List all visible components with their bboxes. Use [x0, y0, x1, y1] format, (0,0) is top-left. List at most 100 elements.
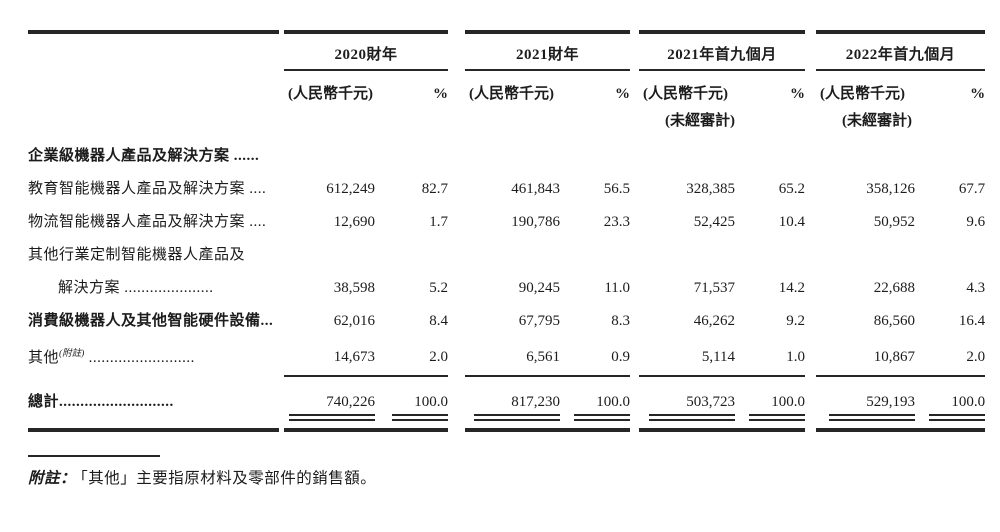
amount-cell: 6,561 — [465, 335, 561, 377]
row-label: 物流智能機器人產品及解決方案 .... — [28, 214, 267, 230]
currency-unit-label: (人民幣千元) — [469, 86, 555, 102]
percent-cell — [375, 236, 448, 269]
amount-cell: 461,843 — [511, 181, 561, 197]
amount-cell: 62,016 — [333, 313, 375, 329]
currency-unit-label: (人民幣千元) — [820, 86, 906, 102]
percent-cell — [915, 236, 985, 269]
units-header-9m2021: (人民幣千元) % — [639, 70, 805, 106]
percent-cell — [735, 236, 805, 269]
column-gap — [805, 32, 816, 70]
percent-cell: 4.3 — [966, 280, 986, 296]
total-percent-cell: 100.0 — [375, 376, 449, 432]
currency-unit-label: (人民幣千元) — [288, 86, 373, 102]
footnote-text: 附註： 「其他」主要指原材料及零部件的銷售額。 — [28, 466, 1000, 488]
percent-cell: 1.7 — [429, 214, 449, 230]
amount-cell: 86,560 — [873, 313, 916, 329]
percent-header: % — [615, 86, 631, 102]
percent-header: % — [433, 86, 449, 102]
row-label: 其他(附註) ......................... — [28, 335, 279, 376]
table-row-consumer: 消費級機器人及其他智能硬件設備... 62,016 8.4 67,795 8.3… — [28, 302, 985, 335]
amount-cell: 5,114 — [639, 335, 736, 377]
table-row-total: 總計........................... 740,226 10… — [28, 376, 986, 432]
unaudited-header-row: (未經審計) (未經審計) — [28, 106, 985, 133]
label-column-header — [28, 70, 279, 106]
percent-cell: 9.2 — [786, 313, 806, 329]
table-row-custom-line2: 解決方案 ..................... 38,598 5.2 90… — [28, 269, 985, 302]
table-row-logistics: 物流智能機器人產品及解決方案 .... 12,690 1.7 190,786 2… — [28, 203, 985, 236]
amount-cell: 22,688 — [873, 280, 916, 296]
amount-cell: 358,126 — [866, 181, 916, 197]
percent-header: % — [790, 86, 806, 102]
amount-cell: 67,795 — [518, 313, 561, 329]
percent-cell: 8.3 — [611, 313, 631, 329]
total-percent-cell: 100.0 — [560, 376, 631, 432]
percent-cell: 2.0 — [375, 335, 449, 377]
row-label: 解決方案 ..................... — [58, 280, 214, 296]
percent-cell: 11.0 — [604, 280, 631, 296]
table-row-enterprise-section: 企業級機器人產品及解決方案 ...... — [28, 133, 985, 170]
amount-cell: 46,262 — [693, 313, 736, 329]
amount-cell — [465, 133, 560, 170]
amount-cell — [639, 236, 735, 269]
percent-cell: 1.0 — [735, 335, 806, 377]
percent-cell: 67.7 — [958, 181, 986, 197]
amount-cell: 71,537 — [693, 280, 736, 296]
percent-cell: 5.2 — [429, 280, 449, 296]
percent-cell: 56.5 — [603, 181, 631, 197]
footnote-marker: (附註) — [59, 349, 85, 359]
total-amount-cell: 817,230 — [465, 376, 561, 432]
amount-cell — [816, 133, 915, 170]
percent-cell: 2.0 — [915, 335, 986, 377]
percent-cell — [375, 133, 448, 170]
percent-cell: 8.4 — [429, 313, 449, 329]
units-header-row: (人民幣千元) % (人民幣千元) % (人民幣千元) % (人民幣千元) % — [28, 70, 985, 106]
row-label: 其他行業定制智能機器人產品及 — [28, 247, 246, 263]
currency-unit-label: (人民幣千元) — [643, 86, 729, 102]
row-label: 教育智能機器人產品及解決方案 .... — [28, 181, 267, 197]
amount-cell: 50,952 — [873, 214, 916, 230]
percent-cell: 10.4 — [778, 214, 806, 230]
percent-header: % — [970, 86, 986, 102]
amount-cell — [465, 236, 560, 269]
total-label: 總計........................... — [28, 376, 279, 432]
percent-cell — [560, 236, 630, 269]
period-header-fy2021: 2021財年 — [465, 30, 631, 71]
table-row-others: 其他(附註) ......................... 14,673 … — [28, 335, 986, 377]
percent-cell — [915, 133, 985, 170]
units-header-fy2021: (人民幣千元) % — [465, 70, 630, 106]
dot-leader: ......................... — [84, 350, 195, 366]
percent-cell: 0.9 — [560, 335, 631, 377]
total-amount-cell: 529,193 — [816, 376, 916, 432]
unaudited-label: (未經審計) — [665, 113, 736, 129]
label-column-corner — [28, 30, 279, 70]
row-label: 消費級機器人及其他智能硬件設備... — [28, 313, 274, 329]
table-row-custom-line1: 其他行業定制智能機器人產品及 — [28, 236, 985, 269]
column-gap — [448, 32, 465, 70]
amount-cell — [816, 236, 915, 269]
footnote: 附註： 「其他」主要指原材料及零部件的銷售額。 — [28, 455, 1000, 488]
column-gap — [630, 32, 639, 70]
unaudited-label — [284, 106, 448, 133]
amount-cell: 10,867 — [816, 335, 916, 377]
percent-cell: 82.7 — [421, 181, 449, 197]
amount-cell: 612,249 — [326, 181, 375, 197]
amount-cell: 328,385 — [686, 181, 736, 197]
amount-cell — [284, 236, 375, 269]
amount-cell — [284, 133, 375, 170]
footnote-label: 附註： — [28, 470, 77, 487]
total-amount-cell: 740,226 — [284, 376, 375, 432]
percent-cell: 16.4 — [958, 313, 986, 329]
total-amount-cell: 503,723 — [639, 376, 736, 432]
footnote-divider — [28, 455, 160, 457]
unaudited-label — [465, 106, 630, 133]
revenue-breakdown-table: 2020財年 2021財年 2021年首九個月 2022年首九個月 (人民幣千元… — [28, 30, 986, 432]
amount-cell: 90,245 — [518, 280, 561, 296]
total-percent-cell: 100.0 — [915, 376, 986, 432]
amount-cell: 12,690 — [333, 214, 375, 230]
amount-cell: 52,425 — [693, 214, 736, 230]
amount-cell: 14,673 — [284, 335, 375, 377]
percent-cell: 23.3 — [603, 214, 631, 230]
percent-cell — [735, 133, 805, 170]
table-row-education: 教育智能機器人產品及解決方案 .... 612,249 82.7 461,843… — [28, 170, 985, 203]
unaudited-label: (未經審計) — [842, 113, 913, 129]
